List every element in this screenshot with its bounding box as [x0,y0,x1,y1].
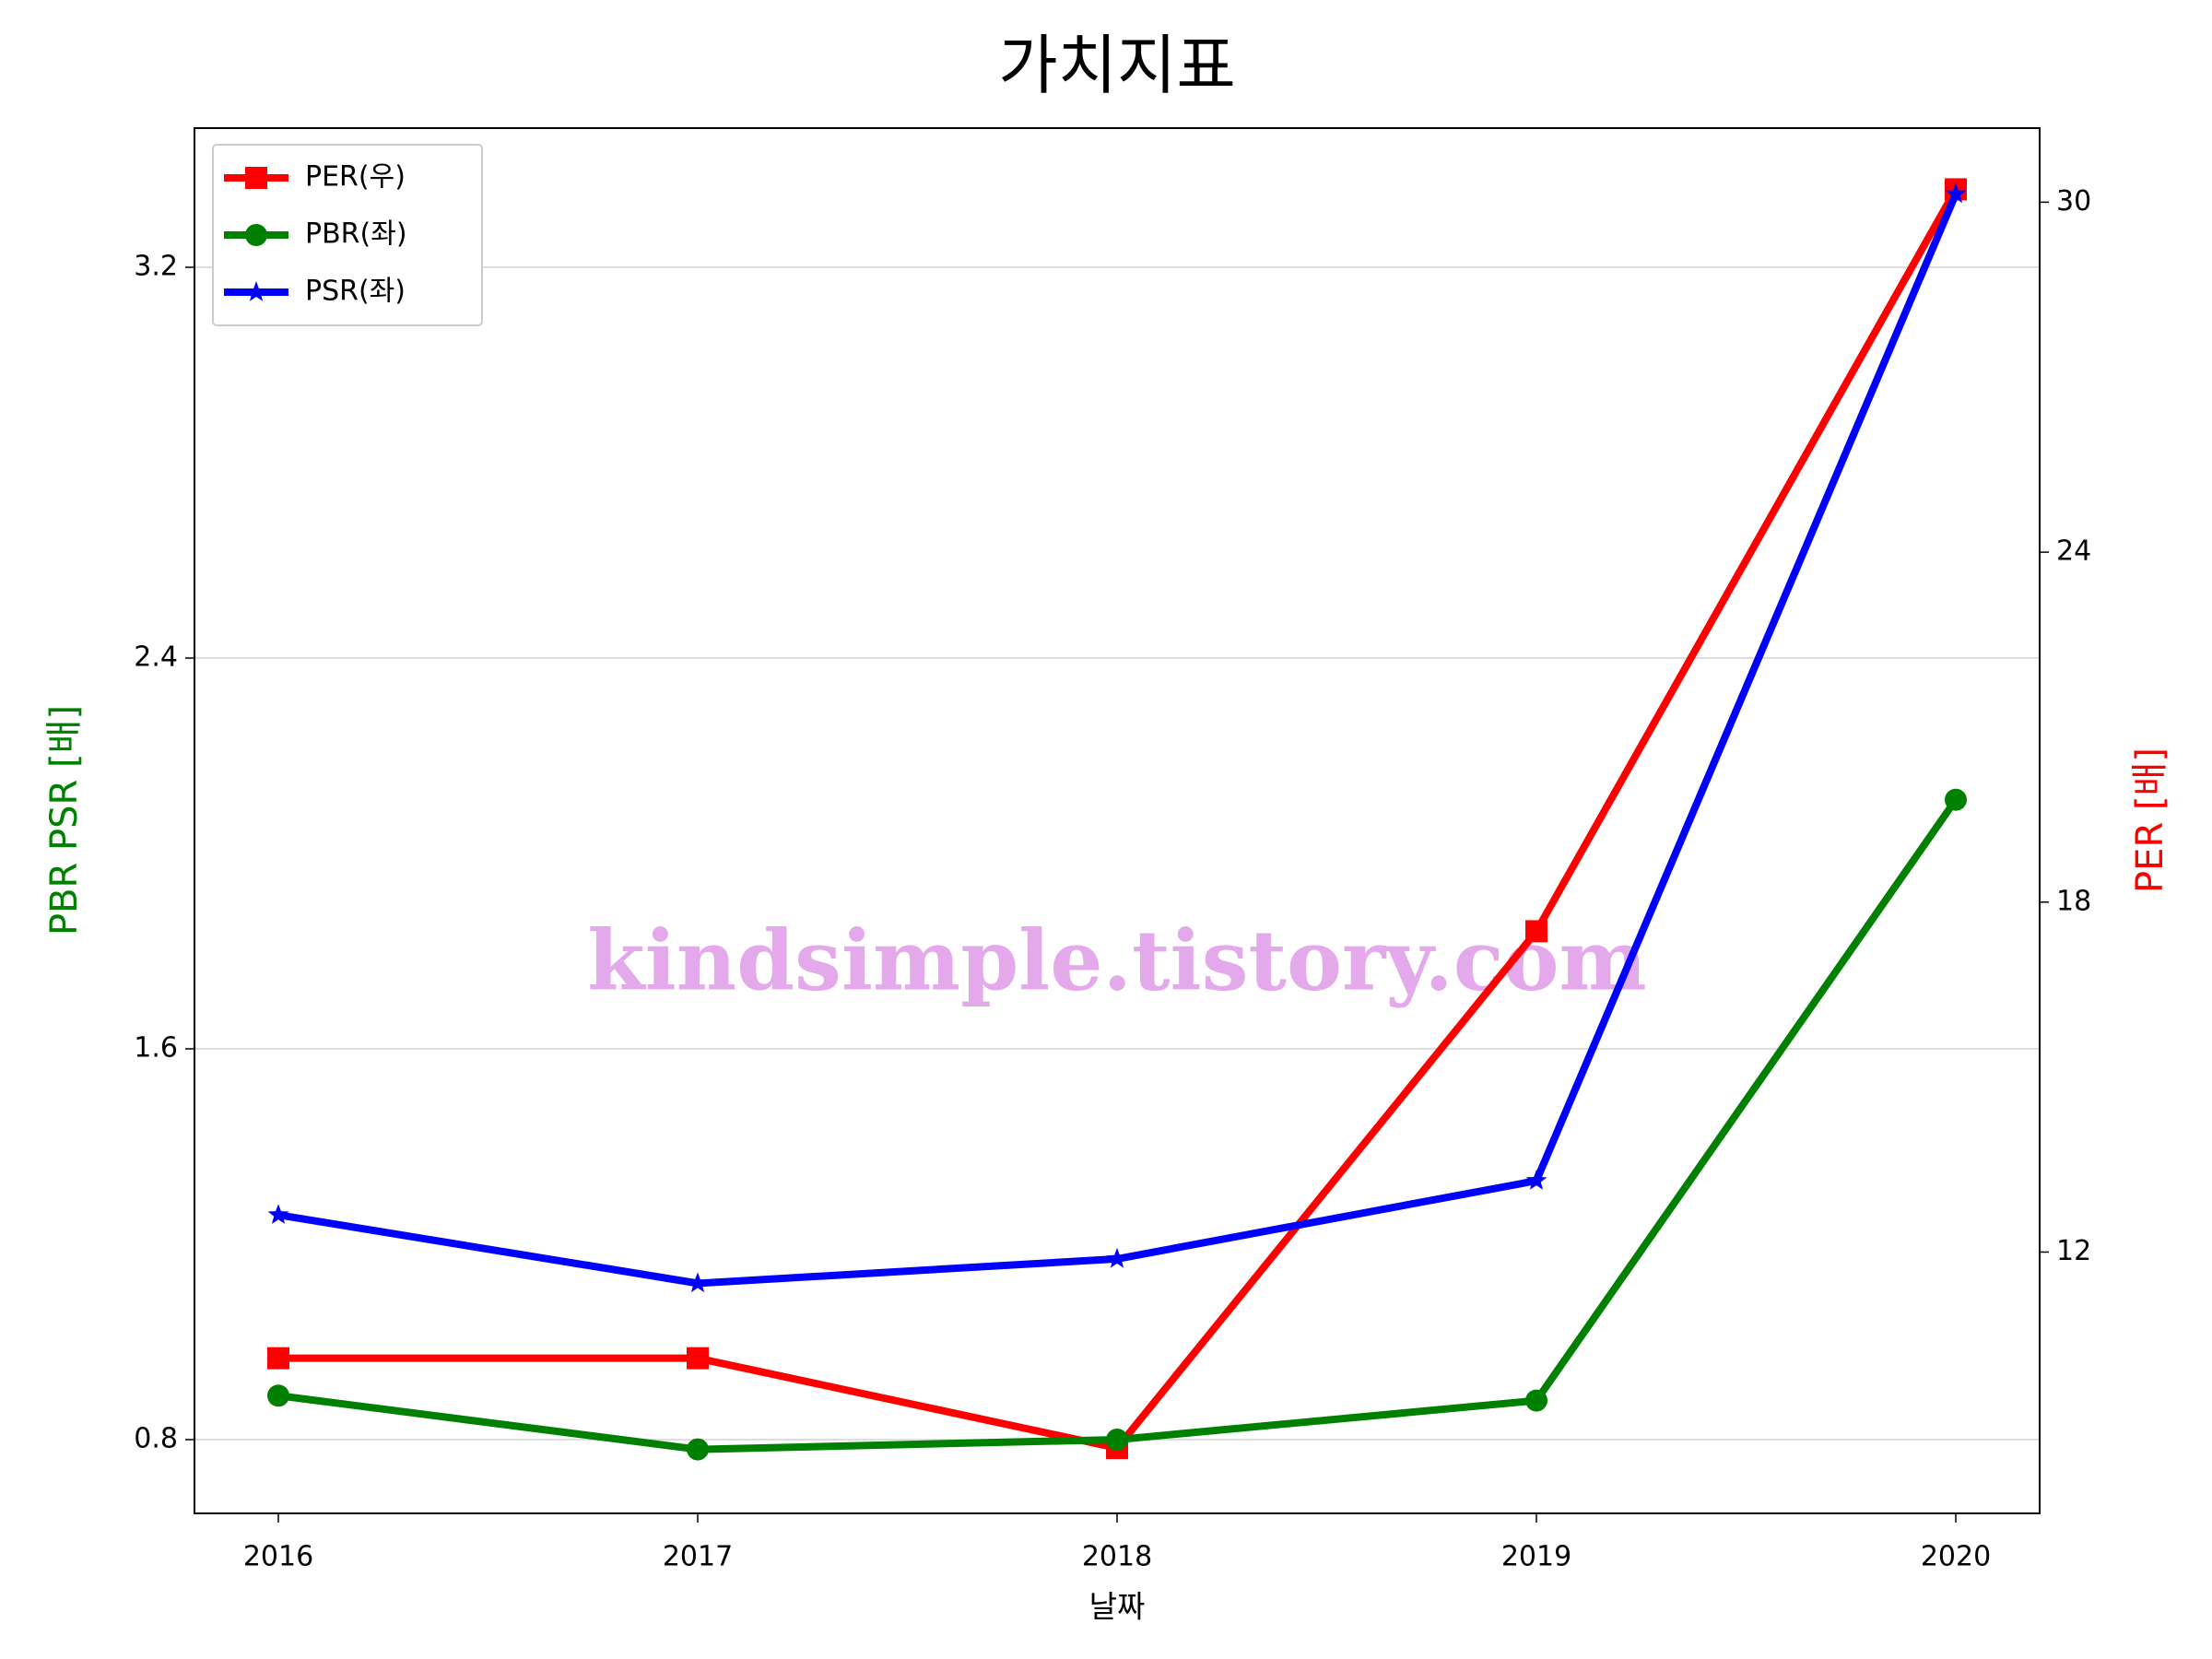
data-point [1525,1389,1547,1412]
x-tick-label: 2017 [663,1541,733,1573]
x-tick-label: 2016 [243,1541,313,1573]
y-tick-label: 3.2 [134,251,178,283]
legend-box [212,144,483,326]
x-axis-label: 날짜 [1089,1589,1146,1625]
data-point [1945,182,1967,204]
legend-label: PSR(좌) [305,276,406,308]
data-point [267,1347,289,1370]
watermark: kindsimple.tistory.com [587,912,1647,1010]
legend-marker [245,281,267,301]
legend-marker [245,224,267,246]
x-tick-label: 2019 [1501,1541,1571,1573]
chart-title: 가치지표 [998,28,1236,103]
x-tick-label: 2020 [1921,1541,1991,1573]
data-point [687,1347,709,1370]
plot-frame [194,127,2041,1514]
y2-axis-label: PER [배] [2129,747,2171,893]
data-point [267,1384,289,1407]
data-point [687,1272,709,1293]
x-tick-label: 2018 [1082,1541,1152,1573]
y-tick-label: 0.8 [134,1422,178,1454]
y2-tick-label: 18 [2056,885,2091,917]
data-point [1106,1247,1128,1268]
y2-tick-label: 30 [2056,185,2091,218]
y2-tick-label: 12 [2056,1235,2091,1267]
data-point [1106,1428,1128,1451]
data-point [1945,788,1967,811]
data-point [1525,920,1547,943]
data-point [1525,1170,1547,1190]
y-tick-label: 2.4 [134,641,178,674]
data-point [267,1204,289,1224]
y-tick-label: 1.6 [134,1031,178,1064]
y-axis-label: PBR PSR [배] [43,705,86,935]
y2-tick-label: 24 [2056,535,2091,568]
legend-label: PBR(좌) [305,218,407,251]
legend-marker [245,167,267,189]
data-point [687,1438,709,1461]
legend-label: PER(우) [305,161,406,194]
